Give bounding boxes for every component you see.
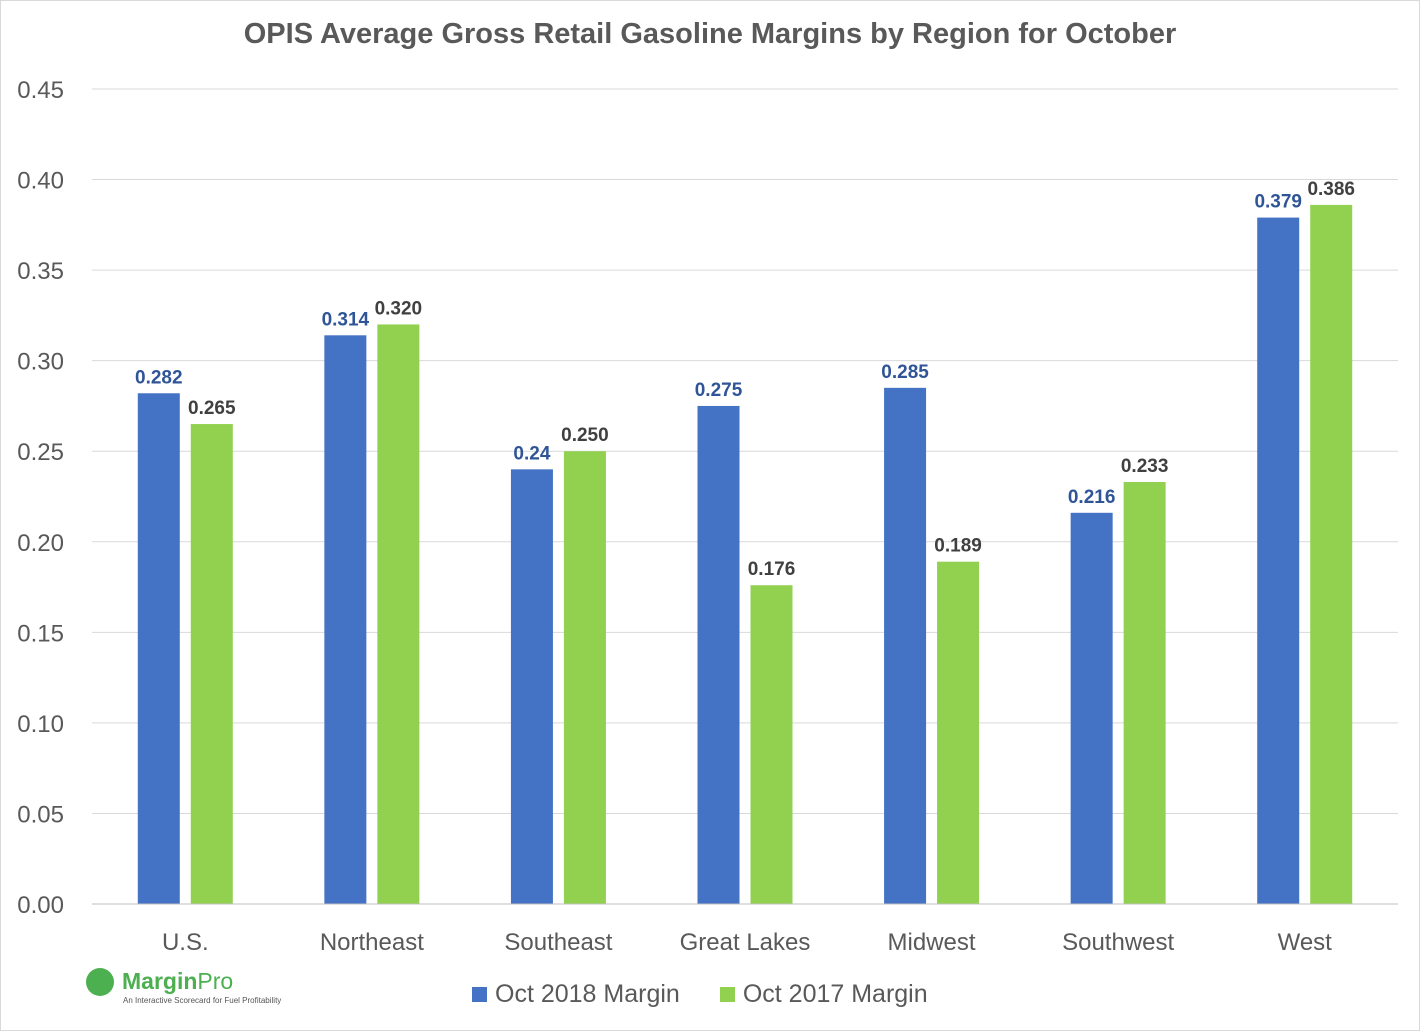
data-label: 0.282 — [135, 367, 183, 388]
data-label: 0.24 — [513, 443, 550, 464]
money-icon — [86, 968, 114, 996]
bar-2017 — [563, 451, 606, 904]
logo-tagline: An Interactive Scorecard for Fuel Profit… — [123, 996, 282, 1005]
bar-2018 — [137, 393, 180, 904]
y-tick-label: 0.20 — [17, 530, 64, 557]
y-tick-label: 0.00 — [17, 892, 64, 919]
legend-label-2018: Oct 2018 Margin — [495, 980, 680, 1008]
y-tick-label: 0.15 — [17, 620, 64, 647]
legend-swatch-2017 — [719, 987, 735, 1002]
y-tick-label: 0.30 — [17, 349, 64, 376]
legend-item-2018: Oct 2018 Margin — [472, 980, 680, 1009]
x-tick-label: U.S. — [162, 929, 209, 956]
x-tick-label: Southwest — [1062, 929, 1174, 956]
bar-2017 — [190, 424, 233, 904]
bar-2018 — [324, 335, 367, 904]
y-tick-label: 0.10 — [17, 711, 64, 738]
x-tick-label: Southeast — [504, 929, 612, 956]
data-label: 0.314 — [322, 309, 370, 330]
x-tick-label: Midwest — [888, 929, 976, 956]
legend-item-2017: Oct 2017 Margin — [719, 980, 928, 1009]
data-label: 0.176 — [748, 559, 796, 580]
bar-2018 — [1070, 512, 1113, 904]
bar-2017 — [750, 585, 793, 904]
bar-2018 — [510, 469, 553, 904]
x-tick-label: Great Lakes — [680, 929, 811, 956]
data-label: 0.285 — [881, 362, 929, 383]
y-tick-label: 0.05 — [17, 801, 64, 828]
data-label: 0.189 — [934, 536, 982, 557]
bar-2017 — [1123, 482, 1166, 904]
data-label: 0.320 — [375, 298, 423, 319]
data-label: 0.379 — [1254, 192, 1302, 213]
bar-2017 — [377, 324, 420, 904]
y-tick-label: 0.45 — [17, 77, 64, 104]
chart-title: OPIS Average Gross Retail Gasoline Margi… — [243, 18, 1177, 50]
bar-2018 — [1257, 217, 1300, 905]
legend-label-2017: Oct 2017 Margin — [742, 980, 928, 1008]
y-tick-label: 0.25 — [17, 439, 64, 466]
logo-name: MarginPro — [122, 968, 234, 994]
bar-2018 — [697, 405, 740, 904]
data-label: 0.275 — [695, 380, 743, 401]
data-label: 0.250 — [561, 425, 609, 446]
data-label: 0.233 — [1121, 456, 1169, 477]
y-tick-label: 0.40 — [17, 168, 64, 195]
bar-2017 — [1310, 204, 1353, 904]
data-label: 0.265 — [188, 398, 236, 419]
bar-2018 — [884, 387, 927, 904]
legend-swatch-2018 — [472, 987, 487, 1002]
legend: Oct 2018 Margin Oct 2017 Margin — [472, 980, 928, 1009]
x-tick-label: Northeast — [320, 929, 424, 956]
data-label: 0.216 — [1068, 487, 1116, 508]
y-tick-label: 0.35 — [17, 258, 64, 285]
data-label: 0.386 — [1307, 179, 1355, 200]
bar-2017 — [937, 561, 980, 904]
x-tick-label: West — [1278, 929, 1333, 956]
